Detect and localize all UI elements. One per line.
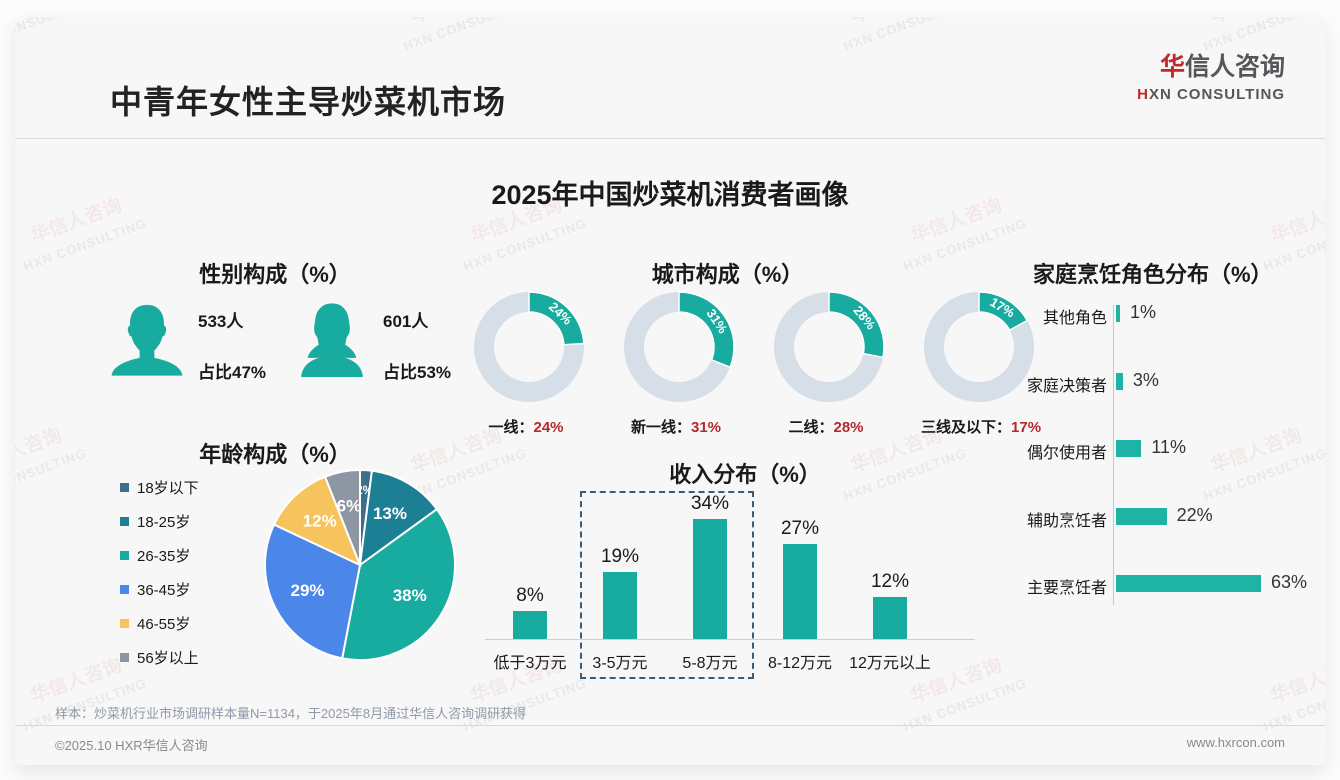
svg-text:13%: 13% [373,504,407,523]
svg-text:29%: 29% [291,581,325,600]
svg-text:6%: 6% [337,497,362,516]
svg-text:38%: 38% [393,586,427,605]
svg-text:12%: 12% [303,512,337,531]
